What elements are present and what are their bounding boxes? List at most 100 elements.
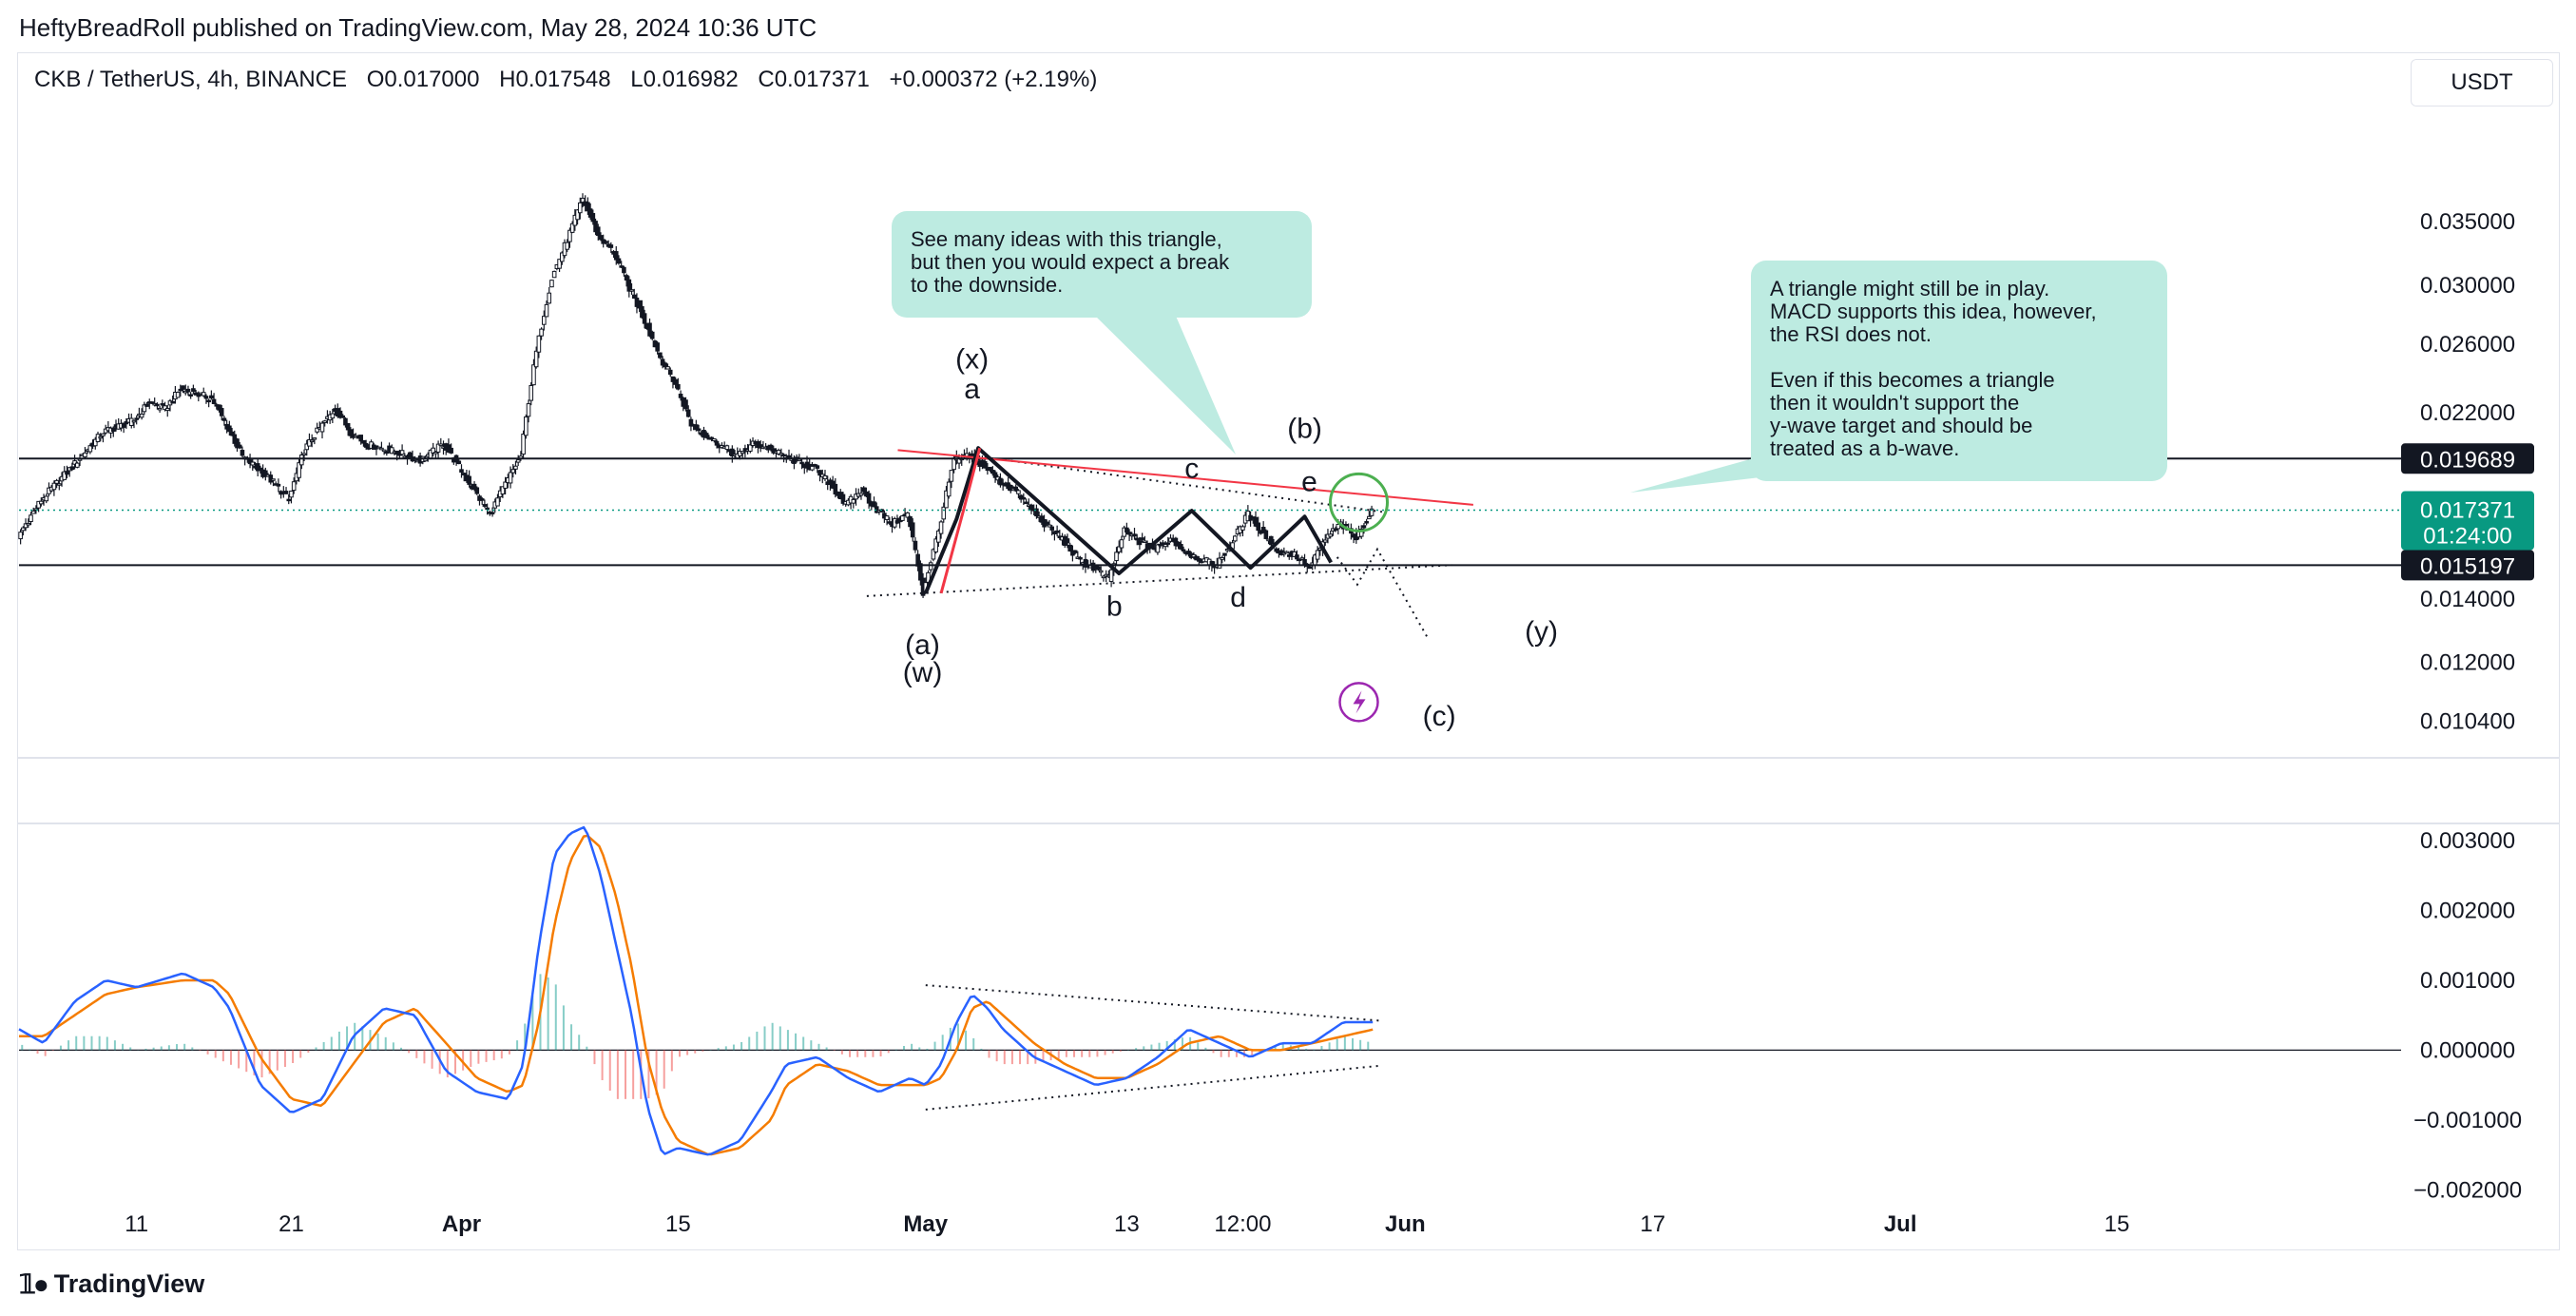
price-candle-body: [237, 444, 242, 449]
price-level-badge-text: 0.019689: [2420, 447, 2515, 473]
price-candle-body: [92, 438, 98, 447]
time-axis-tick: 15: [2105, 1211, 2130, 1237]
elliott-wave-path[interactable]: [923, 446, 1333, 594]
price-candle-body: [884, 515, 890, 520]
price-candle-body: [1358, 529, 1364, 537]
price-candle-body: [526, 403, 531, 417]
price-candle-body: [459, 469, 464, 474]
time-axis-tick: 21: [279, 1211, 304, 1237]
price-candle-body: [938, 521, 944, 534]
open-value: O0.017000: [366, 67, 480, 92]
bar-countdown-text: 01:24:00: [2423, 524, 2511, 550]
price-candle-body: [547, 292, 552, 304]
price-candle-body: [631, 294, 637, 300]
price-candle-body: [221, 417, 227, 421]
price-candle-body: [797, 458, 802, 462]
projection-path[interactable]: [1336, 547, 1430, 640]
price-candle-body: [431, 447, 435, 454]
price-candle-body: [593, 221, 598, 233]
price-candle-body: [191, 388, 196, 392]
price-candle-body: [586, 202, 590, 212]
elliott-wave-subpath-red[interactable]: [939, 447, 982, 594]
price-candle-body: [1034, 508, 1039, 517]
price-candle-body: [178, 388, 183, 392]
price-candle-body: [433, 451, 438, 455]
price-candle-body: [616, 258, 622, 264]
macd-lower-trendline[interactable]: [925, 1064, 1382, 1111]
price-candle-body: [209, 395, 214, 399]
wave-label: (c): [1423, 701, 1456, 732]
price-candle-body: [1328, 533, 1333, 537]
price-candle-body: [456, 460, 462, 465]
price-candle-body: [539, 328, 544, 337]
price-candle-body: [289, 490, 294, 498]
macd-line[interactable]: [18, 825, 1374, 1156]
price-candle-body: [676, 384, 681, 390]
price-candle-body: [160, 403, 165, 406]
price-candle-body: [815, 465, 820, 469]
price-axis-tick: 0.010400: [2420, 709, 2515, 735]
tradingview-logo: 𝟙● TradingView: [19, 1268, 204, 1300]
price-candle-body: [642, 313, 647, 324]
price-candle-body: [529, 384, 534, 401]
price-candle-body: [910, 522, 915, 538]
price-candle-body: [918, 563, 923, 581]
price-axis-tick: 0.022000: [2420, 400, 2515, 426]
price-candle-body: [1165, 542, 1171, 545]
price-candle-body: [163, 405, 167, 411]
price-candle-body: [673, 378, 678, 385]
price-candle-body: [703, 433, 709, 438]
price-candle-body: [1191, 553, 1197, 558]
price-candle-body: [307, 438, 312, 447]
price-candle-body: [1263, 530, 1269, 539]
price-candle-body: [1367, 515, 1372, 520]
callout-pointer: [1093, 314, 1236, 455]
price-candle-body: [1114, 552, 1119, 562]
price-candle-body: [817, 470, 822, 476]
price-candle-body: [908, 515, 913, 528]
price-candle-body: [407, 452, 413, 457]
price-candle-body: [872, 501, 876, 508]
highlight-circle[interactable]: [1329, 472, 1390, 532]
close-value: C0.017371: [758, 67, 870, 92]
callout-note-macd[interactable]: A triangle might still be in play. MACD …: [1751, 261, 2167, 481]
price-candle-body: [1047, 524, 1052, 528]
macd-signal-line[interactable]: [19, 834, 1374, 1156]
price-candle-body: [121, 422, 126, 428]
price-candle-body: [905, 512, 911, 518]
triangle-lower-trendline[interactable]: [866, 564, 1452, 597]
price-candle-body: [1292, 551, 1297, 557]
price-candle-body: [485, 507, 490, 511]
price-candle-body: [1101, 575, 1106, 579]
price-candle-body: [62, 471, 67, 480]
price-candle-body: [72, 460, 77, 465]
price-candle-body: [479, 498, 485, 501]
price-candle-body: [604, 241, 608, 243]
callout-note-triangle[interactable]: See many ideas with this triangle, but t…: [892, 211, 1312, 318]
price-candle-body: [949, 470, 954, 482]
price-candle-body: [1065, 538, 1070, 544]
price-candle-body: [29, 514, 33, 523]
triangle-upper-trendline[interactable]: [977, 455, 1383, 513]
price-candle-body: [211, 398, 217, 405]
price-candle-body: [471, 483, 477, 490]
currency-selector[interactable]: USDT: [2411, 59, 2553, 106]
price-candle-body: [1336, 523, 1341, 530]
price-candle-body: [39, 500, 44, 505]
price-candle-body: [533, 350, 539, 368]
red-trendline[interactable]: [897, 449, 1473, 506]
time-axis-tick: Apr: [442, 1211, 481, 1237]
price-candle-body: [276, 483, 281, 487]
price-candle-body: [577, 202, 583, 214]
price-candle-body: [1028, 504, 1034, 511]
price-candle-body: [219, 408, 224, 416]
symbol-name[interactable]: CKB / TetherUS, 4h, BINANCE: [34, 67, 348, 92]
price-candle-body: [449, 447, 453, 454]
price-candle-body: [640, 306, 644, 319]
price-candle-body: [164, 408, 170, 412]
price-candle-body: [521, 434, 526, 455]
price-candle-body: [786, 455, 792, 458]
last-price-badge-text: 0.017371: [2420, 498, 2515, 524]
price-candle-body: [1054, 530, 1060, 533]
